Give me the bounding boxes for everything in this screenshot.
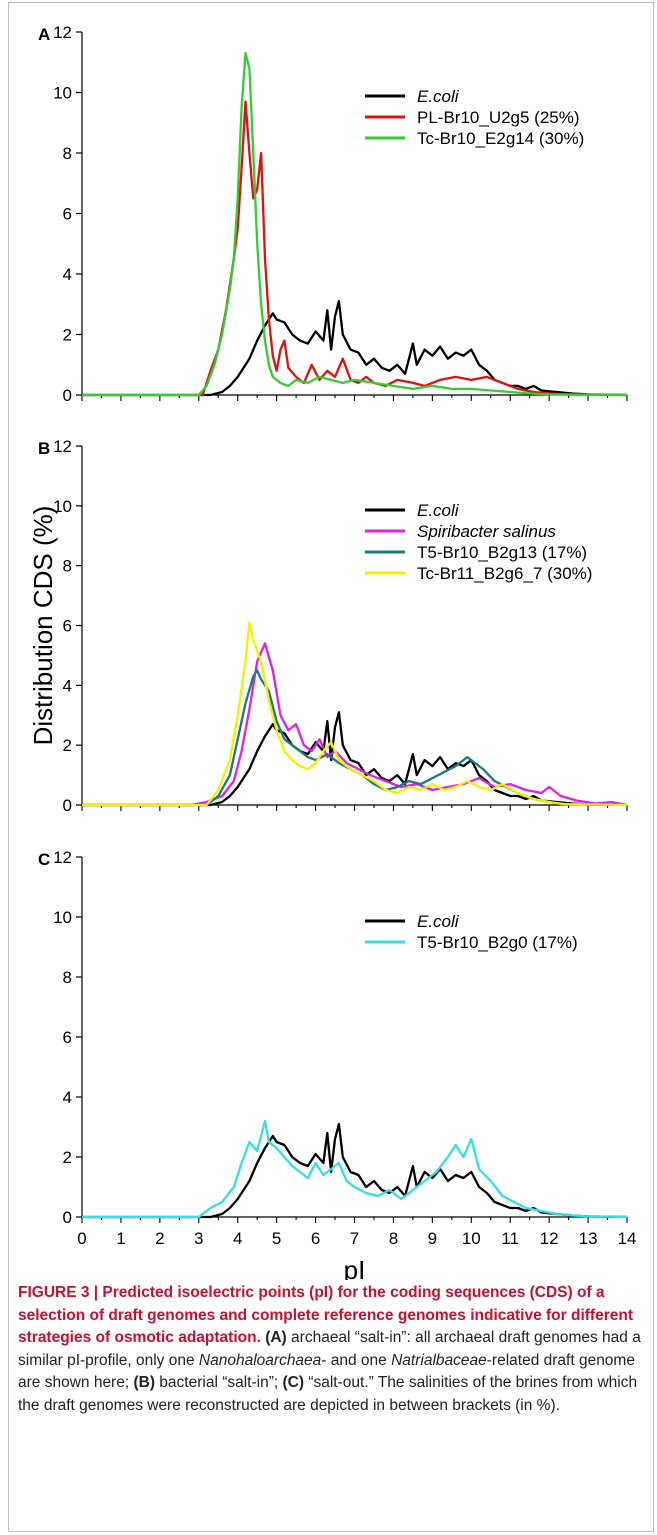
y-tick-label: 4 bbox=[63, 676, 72, 695]
caption-text-c: “salt-out.” The salinities of the brines… bbox=[18, 1374, 638, 1414]
x-tick-label: 2 bbox=[155, 1229, 164, 1248]
legend-label-pl-br10-u2g5-25: PL-Br10_U2g5 (25%) bbox=[417, 108, 580, 127]
caption-text-a3: -related draft genome are shown here; bbox=[18, 1351, 635, 1392]
caption-text-a1: archaeal “salt-in”: all archaeal draft g… bbox=[18, 1329, 641, 1369]
caption-italic-a1: Nanohaloarchaea bbox=[198, 1351, 322, 1369]
y-tick-label: 6 bbox=[63, 1028, 72, 1047]
x-tick-label: 3 bbox=[194, 1229, 203, 1248]
y-tick-label: 0 bbox=[63, 1208, 72, 1227]
series-line-e-coli bbox=[82, 1122, 628, 1219]
series-line-t5-br10-b2g0-17 bbox=[82, 1119, 628, 1219]
y-tick-label: 12 bbox=[53, 437, 72, 456]
y-tick-label: 10 bbox=[53, 84, 72, 103]
y-axis-label: Distribution CDS (%) bbox=[28, 506, 58, 746]
caption-title: FIGURE 3 | Predicted isoelectric points … bbox=[18, 1284, 633, 1346]
caption-label-c: (C) bbox=[282, 1374, 305, 1391]
legend-label-e-coli: E.coli bbox=[417, 501, 460, 520]
x-tick-label: 10 bbox=[462, 1229, 481, 1248]
y-tick-label: 6 bbox=[63, 617, 72, 636]
x-tick-label: 13 bbox=[579, 1229, 598, 1248]
panel-b: B 0 2 4 6 8 10 12 E.coli Spiribacter salinus T5-Br… bbox=[28, 437, 628, 815]
y-tick-label: 8 bbox=[63, 557, 72, 576]
series-line-spiribacter-salinus bbox=[82, 642, 628, 807]
y-tick-label: 10 bbox=[53, 497, 72, 516]
x-tick-label: 8 bbox=[389, 1229, 398, 1248]
figure-caption: FIGURE 3 | Predicted isoelectric points … bbox=[18, 1282, 643, 1417]
legend-label-tc-br11-b2g6-7-30: Tc-Br11_B2g6_7 (30%) bbox=[417, 564, 592, 583]
series-line-tc-br11-b2g6-7-30 bbox=[82, 621, 628, 807]
y-tick-label: 12 bbox=[53, 848, 72, 867]
y-tick-label: 0 bbox=[63, 796, 72, 815]
caption-text-a2: - and one bbox=[321, 1351, 392, 1369]
series-line-e-coli bbox=[82, 711, 628, 807]
x-tick-label: 5 bbox=[272, 1229, 281, 1248]
x-tick-label: 0 bbox=[77, 1229, 86, 1248]
caption-text-b: bacterial “salt-in”; bbox=[155, 1374, 283, 1391]
caption-italic-a2: Natrialbaceae bbox=[391, 1351, 487, 1369]
caption-label-a: (A) bbox=[265, 1329, 287, 1346]
y-tick-label: 2 bbox=[63, 736, 72, 755]
figure-frame bbox=[8, 2, 654, 1532]
series-line-tc-br10-e2g14-30 bbox=[82, 52, 628, 397]
series-line-t5-br10-b2g13-17 bbox=[82, 669, 628, 807]
y-tick-label: 4 bbox=[63, 1088, 72, 1107]
y-tick-label: 0 bbox=[63, 386, 72, 405]
x-tick-label: 11 bbox=[501, 1229, 519, 1248]
panel-label-c: C bbox=[38, 850, 50, 869]
y-tick-label: 8 bbox=[63, 144, 72, 163]
panel-a: A 0 2 4 6 8 10 12 E.coli PL-Br10_U2g5 (25%) Tc-Br1… bbox=[38, 23, 628, 405]
x-tick-label: 12 bbox=[540, 1229, 559, 1248]
legend-label-t5-br10-b2g13-17: T5-Br10_B2g13 (17%) bbox=[417, 543, 587, 562]
panel-label-b: B bbox=[38, 439, 50, 458]
y-tick-label: 12 bbox=[53, 23, 72, 42]
x-tick-label: 1 bbox=[116, 1229, 125, 1248]
legend-label-tc-br10-e2g14-30: Tc-Br10_E2g14 (30%) bbox=[417, 129, 584, 148]
x-tick-label: 9 bbox=[428, 1229, 437, 1248]
legend-label-spiribacter-salinus: Spiribacter salinus bbox=[417, 522, 556, 541]
y-tick-label: 10 bbox=[53, 908, 72, 927]
x-axis-label: pI bbox=[344, 1255, 366, 1280]
y-tick-label: 6 bbox=[63, 205, 72, 224]
y-tick-label: 4 bbox=[63, 265, 72, 284]
y-tick-label: 2 bbox=[63, 326, 72, 345]
x-tick-label: 6 bbox=[311, 1229, 320, 1248]
legend-label-e-coli: E.coli bbox=[417, 87, 460, 106]
series-line-pl-br10-u2g5-25 bbox=[82, 100, 628, 397]
y-tick-label: 8 bbox=[63, 968, 72, 987]
legend-label-e-coli: E.coli bbox=[417, 912, 460, 931]
x-tick-label: 4 bbox=[233, 1229, 242, 1248]
y-tick-label: 2 bbox=[63, 1148, 72, 1167]
x-tick-label: 14 bbox=[618, 1229, 637, 1248]
x-tick-label: 7 bbox=[350, 1229, 359, 1248]
caption-label-b: (B) bbox=[133, 1374, 155, 1391]
panel-label-a: A bbox=[38, 25, 50, 44]
legend-label-t5-br10-b2g0-17: T5-Br10_B2g0 (17%) bbox=[417, 933, 578, 952]
